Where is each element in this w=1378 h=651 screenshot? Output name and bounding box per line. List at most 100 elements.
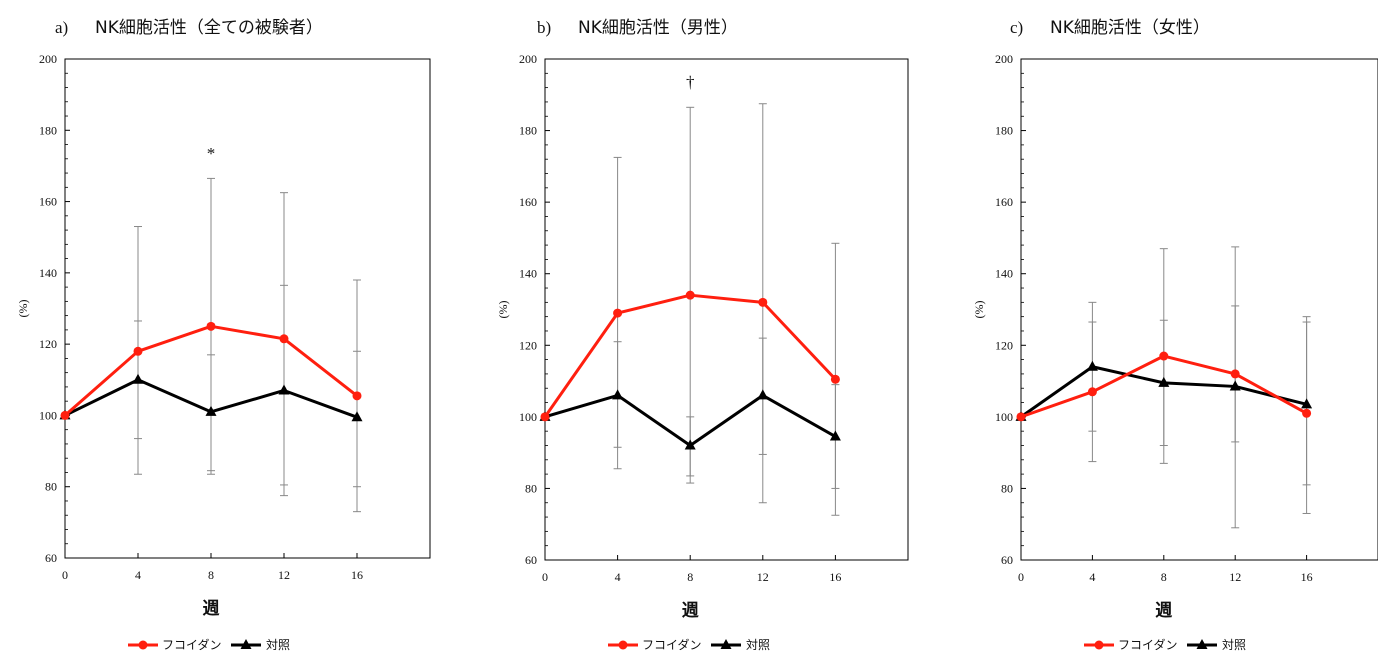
panel-title: NK細胞活性（男性） bbox=[578, 18, 738, 38]
legend-marker-fucoidan bbox=[618, 640, 628, 650]
data-point-fucoidan bbox=[1230, 369, 1240, 379]
x-tick-label: 16 bbox=[351, 568, 363, 582]
y-tick-label: 100 bbox=[39, 408, 57, 422]
legend-marker-fucoidan bbox=[138, 640, 148, 650]
y-axis-title: (%) bbox=[972, 301, 986, 319]
data-point-control bbox=[612, 389, 624, 400]
y-tick-label: 200 bbox=[39, 52, 57, 66]
data-point-fucoidan bbox=[613, 308, 623, 318]
data-point-fucoidan bbox=[279, 334, 289, 344]
y-tick-label: 100 bbox=[519, 410, 537, 424]
data-point-control bbox=[757, 389, 769, 400]
legend: フコイダン 対照 bbox=[608, 637, 770, 651]
legend-label-control: 対照 bbox=[746, 638, 770, 651]
data-point-fucoidan bbox=[133, 346, 143, 356]
panel-letter: c) bbox=[1010, 18, 1023, 37]
y-tick-label: 180 bbox=[995, 124, 1013, 138]
legend-label-control: 対照 bbox=[266, 638, 290, 651]
y-tick-label: 160 bbox=[995, 195, 1013, 209]
data-point-control bbox=[1301, 398, 1313, 409]
data-point-control bbox=[351, 411, 363, 422]
x-tick-label: 0 bbox=[62, 568, 68, 582]
data-point-fucoidan bbox=[758, 297, 768, 307]
legend-label-fucoidan: フコイダン bbox=[642, 637, 702, 651]
x-tick-label: 4 bbox=[615, 570, 621, 584]
y-tick-label: 100 bbox=[995, 410, 1013, 424]
data-point-fucoidan bbox=[1016, 412, 1026, 422]
data-point-fucoidan bbox=[60, 410, 70, 420]
x-tick-label: 8 bbox=[1161, 570, 1167, 584]
x-axis-title: 週 bbox=[1155, 601, 1172, 621]
y-tick-label: 200 bbox=[995, 52, 1013, 66]
data-point-control bbox=[684, 439, 696, 450]
error-bar bbox=[134, 226, 142, 440]
x-tick-label: 0 bbox=[542, 570, 548, 584]
y-tick-label: 200 bbox=[519, 52, 537, 66]
y-tick-label: 80 bbox=[525, 481, 537, 495]
legend-marker-control bbox=[240, 639, 252, 649]
x-tick-label: 16 bbox=[1301, 570, 1313, 584]
data-point-control bbox=[1086, 360, 1098, 371]
y-tick-label: 60 bbox=[525, 553, 537, 567]
y-tick-label: 80 bbox=[1001, 481, 1013, 495]
data-point-control bbox=[829, 430, 841, 441]
y-axis-title: (%) bbox=[496, 301, 510, 319]
y-tick-label: 140 bbox=[519, 267, 537, 281]
data-point-fucoidan bbox=[830, 374, 840, 384]
data-point-fucoidan bbox=[1087, 387, 1097, 397]
plot-frame bbox=[64, 58, 431, 559]
y-tick-label: 60 bbox=[45, 551, 57, 565]
y-tick-label: 80 bbox=[45, 480, 57, 494]
x-tick-label: 4 bbox=[1089, 570, 1095, 584]
panel-a: a) NK細胞活性（全ての被験者） 60 80 100 120 140 160 180 200 0 4… bbox=[16, 18, 431, 651]
x-tick-label: 12 bbox=[1229, 570, 1241, 584]
legend-label-fucoidan: フコイダン bbox=[162, 637, 222, 651]
panel-b: b) NK細胞活性（男性） 60 80 100 120 140 160 180 200 0 4 8 12 1… bbox=[496, 18, 909, 651]
data-point-control bbox=[1158, 376, 1170, 387]
panel-title: NK細胞活性（全ての被験者） bbox=[95, 18, 323, 38]
legend-label-fucoidan: フコイダン bbox=[1118, 637, 1178, 651]
legend-label-control: 対照 bbox=[1222, 638, 1246, 651]
plot-frame bbox=[1020, 58, 1378, 561]
data-point-fucoidan bbox=[206, 321, 216, 331]
x-tick-label: 0 bbox=[1018, 570, 1024, 584]
legend: フコイダン 対照 bbox=[1084, 637, 1246, 651]
legend-marker-control bbox=[720, 639, 732, 649]
y-tick-label: 120 bbox=[995, 338, 1013, 352]
data-point-fucoidan bbox=[685, 290, 695, 300]
legend-marker-fucoidan bbox=[1094, 640, 1104, 650]
y-tick-label: 60 bbox=[1001, 553, 1013, 567]
panel-letter: a) bbox=[55, 18, 68, 37]
x-axis-title: 週 bbox=[682, 601, 699, 621]
x-tick-label: 8 bbox=[208, 568, 214, 582]
x-tick-label: 12 bbox=[757, 570, 769, 584]
y-tick-label: 120 bbox=[519, 338, 537, 352]
significance-mark: * bbox=[207, 144, 216, 163]
legend-marker-control bbox=[1196, 639, 1208, 649]
data-point-fucoidan bbox=[540, 412, 550, 422]
y-tick-label: 120 bbox=[39, 337, 57, 351]
plot-frame bbox=[544, 58, 909, 561]
panel-c: c) NK細胞活性（女性） 60 80 100 120 140 160 180 200 0 4 8 12 1… bbox=[972, 18, 1378, 651]
data-point-control bbox=[205, 405, 217, 416]
data-point-control bbox=[132, 373, 144, 384]
x-tick-label: 4 bbox=[135, 568, 141, 582]
legend: フコイダン 対照 bbox=[128, 637, 290, 651]
x-tick-label: 8 bbox=[687, 570, 693, 584]
data-point-control bbox=[1229, 380, 1241, 391]
panel-letter: b) bbox=[537, 18, 551, 37]
y-tick-label: 140 bbox=[39, 266, 57, 280]
y-tick-label: 180 bbox=[519, 124, 537, 138]
panel-title: NK細胞活性（女性） bbox=[1050, 18, 1210, 38]
data-point-control bbox=[278, 384, 290, 395]
y-tick-label: 160 bbox=[519, 195, 537, 209]
y-tick-label: 160 bbox=[39, 195, 57, 209]
data-point-fucoidan bbox=[352, 391, 362, 401]
x-tick-label: 12 bbox=[278, 568, 290, 582]
y-axis-title: (%) bbox=[16, 300, 30, 318]
y-tick-label: 140 bbox=[995, 267, 1013, 281]
data-point-fucoidan bbox=[1302, 408, 1312, 418]
significance-mark: † bbox=[686, 73, 695, 92]
data-point-fucoidan bbox=[1159, 351, 1169, 361]
